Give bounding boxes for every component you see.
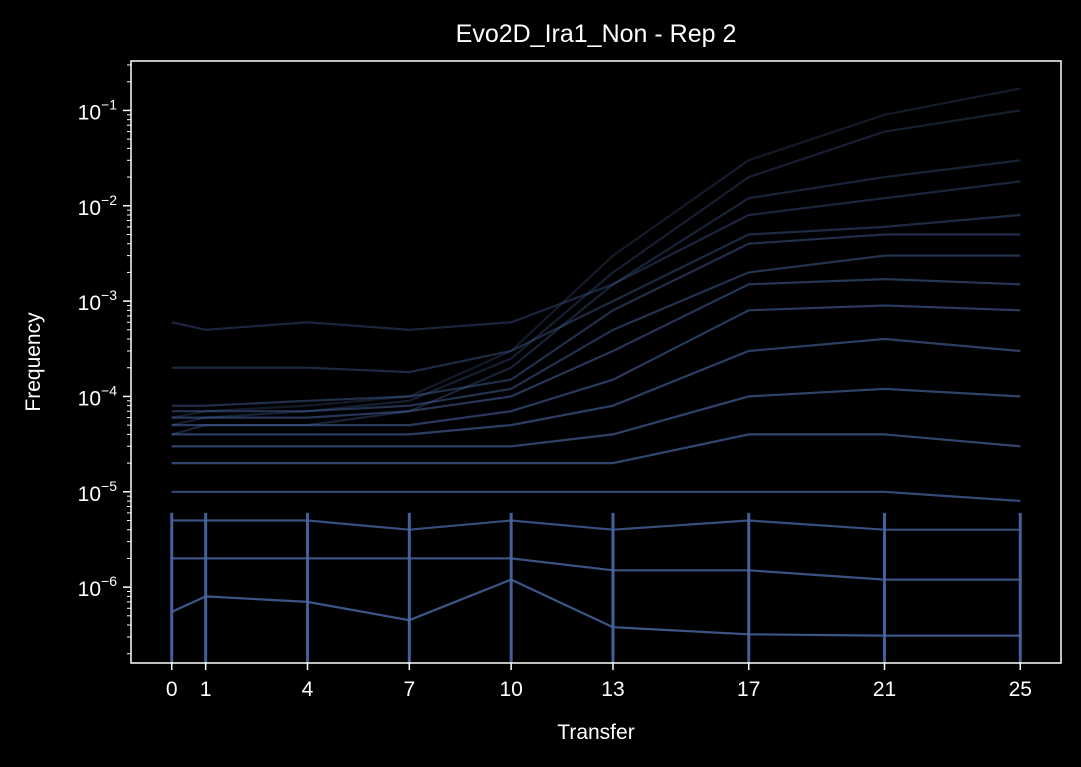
- x-axis: 0 1 4 7 10 13 17 21 25: [166, 663, 1032, 701]
- series-line: [171, 304, 1021, 427]
- series-line: [171, 277, 1021, 419]
- y-tick-label: 10−3: [78, 287, 118, 315]
- series-line: [171, 254, 1021, 413]
- x-tick-label: 25: [1009, 678, 1032, 701]
- series-line: [171, 180, 1021, 331]
- x-tick-label: 7: [403, 678, 415, 701]
- y-tick-label: 10−1: [78, 96, 118, 124]
- y-axis-label: Frequency: [22, 312, 45, 412]
- y-tick-label: 10−5: [78, 478, 118, 506]
- series-line: [171, 490, 1021, 503]
- series-line: [171, 387, 1021, 448]
- y-axis: 10−1 10−2 10−3 10−4 10−5 10−6: [78, 64, 131, 655]
- series-line: [171, 233, 1021, 407]
- plot-frame: [130, 60, 1062, 664]
- x-tick-label: 21: [873, 678, 896, 701]
- chart-title: Evo2D_Ira1_Non - Rep 2: [456, 20, 737, 48]
- series-line: [171, 87, 1021, 419]
- x-tick-label: 17: [737, 678, 760, 701]
- y-tick-label: 10−4: [78, 382, 118, 410]
- series-line: [171, 337, 1021, 436]
- series-lines: [170, 87, 1022, 663]
- x-tick-label: 0: [166, 678, 178, 701]
- x-axis-label: Transfer: [557, 721, 634, 744]
- series-line: [171, 109, 1021, 427]
- x-tick-label: 4: [302, 678, 314, 701]
- y-tick-label: 10−2: [78, 192, 118, 220]
- y-tick-label: 10−6: [78, 573, 118, 601]
- x-tick-label: 10: [499, 678, 522, 701]
- series-line: [171, 433, 1021, 465]
- x-tick-label: 13: [601, 678, 624, 701]
- series-line: [171, 213, 1021, 374]
- x-tick-label: 1: [200, 678, 212, 701]
